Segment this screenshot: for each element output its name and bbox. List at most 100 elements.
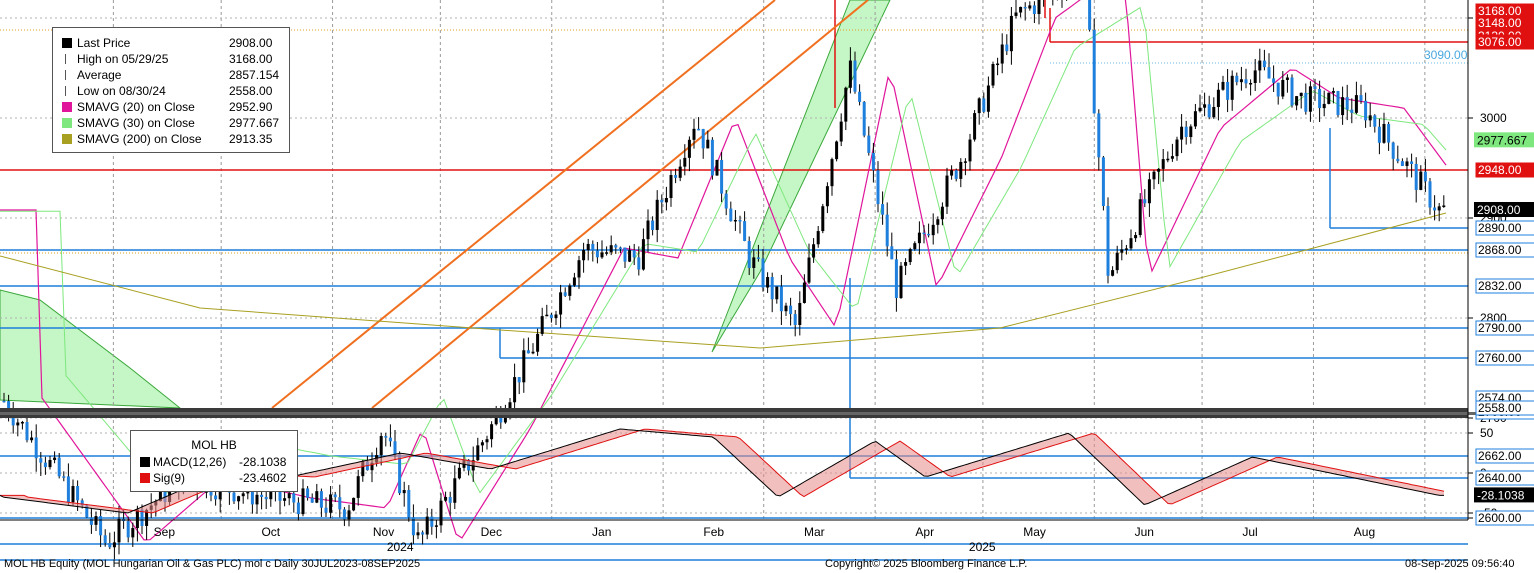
candle-body bbox=[411, 517, 415, 536]
candle-body bbox=[628, 250, 632, 262]
candle-body bbox=[531, 351, 535, 354]
candle-body bbox=[582, 250, 586, 261]
macd-value-label: -28.1038 bbox=[1477, 488, 1525, 502]
candle-body bbox=[214, 495, 218, 500]
candle-body bbox=[517, 377, 521, 383]
level-tag-label: 2640.00 bbox=[1478, 471, 1522, 485]
month-label: May bbox=[1023, 525, 1046, 539]
candle-body bbox=[1184, 126, 1188, 138]
current-price-label: 2908.00 bbox=[1477, 203, 1521, 217]
candle-body bbox=[490, 424, 494, 440]
time-axis: Sep Oct Nov Dec Jan Feb Mar Apr May Jun Jul Aug 2024… bbox=[0, 519, 1468, 554]
footer-right: 08-Sep-2025 09:56:40 bbox=[1405, 558, 1515, 570]
candle-body bbox=[1318, 89, 1322, 109]
level-tag-label: 2890.00 bbox=[1478, 221, 1522, 235]
candle-body bbox=[1166, 158, 1170, 161]
candle-body bbox=[1180, 126, 1184, 140]
candle-body bbox=[1290, 77, 1294, 106]
candle-body bbox=[1262, 60, 1266, 68]
candle-body bbox=[108, 542, 112, 548]
candle-body bbox=[986, 85, 990, 112]
candle-body bbox=[724, 193, 728, 209]
candle-body bbox=[784, 305, 788, 312]
candle-body bbox=[145, 509, 149, 526]
candle-body bbox=[1433, 207, 1437, 211]
candle-body bbox=[595, 250, 599, 258]
candle-body bbox=[568, 285, 572, 296]
legend-row: Last Price 2908.00 bbox=[53, 35, 289, 51]
candle-body bbox=[494, 412, 498, 425]
candle-body bbox=[444, 497, 448, 501]
candle-body bbox=[384, 436, 388, 438]
level-tag bbox=[1475, 350, 1534, 366]
candle-body bbox=[53, 457, 57, 460]
trend-line bbox=[371, 0, 869, 409]
candle-body bbox=[1009, 15, 1013, 52]
candle-body bbox=[513, 377, 517, 403]
candle-body bbox=[1134, 235, 1138, 239]
candle-body bbox=[71, 486, 75, 503]
legend-row: SMAVG (30) on Close 2977.667 bbox=[53, 115, 289, 131]
legend-row: SMAVG (20) on Close 2952.90 bbox=[53, 99, 289, 115]
sma30-tag bbox=[1474, 132, 1534, 148]
candle-body bbox=[927, 233, 931, 236]
legend-row: Low on 08/30/24 2558.00 bbox=[53, 83, 289, 99]
legend-swatch-icon bbox=[140, 473, 150, 483]
candle-body bbox=[885, 214, 889, 247]
month-label: Aug bbox=[1354, 525, 1375, 539]
candle-body bbox=[706, 139, 710, 149]
candle-body bbox=[1304, 92, 1308, 112]
candle-body bbox=[1226, 81, 1230, 100]
candle-body bbox=[848, 60, 852, 88]
candle-body bbox=[103, 535, 107, 543]
candle-body bbox=[1387, 123, 1391, 143]
candle-body bbox=[586, 243, 590, 251]
price-tick-label: 3000 bbox=[1480, 111, 1507, 125]
high-marker-icon bbox=[65, 54, 70, 64]
candle-body bbox=[931, 224, 935, 236]
month-label: Sep bbox=[154, 525, 176, 539]
legend-value: 2913.35 bbox=[229, 132, 273, 146]
month-label: Apr bbox=[915, 525, 934, 539]
candle-body bbox=[1221, 81, 1225, 90]
candle-body bbox=[1253, 70, 1257, 83]
candle-body bbox=[798, 302, 802, 325]
candle-body bbox=[287, 493, 291, 499]
candle-body bbox=[457, 467, 461, 479]
legend-label: MACD(12,26) bbox=[153, 455, 227, 469]
candle-body bbox=[402, 490, 406, 494]
candle-body bbox=[1405, 161, 1409, 166]
candle-body bbox=[683, 157, 687, 167]
year-label: 2025 bbox=[969, 540, 996, 554]
candle-body bbox=[1299, 92, 1303, 97]
level-tag-label: 2790.00 bbox=[1478, 321, 1522, 335]
candle-body bbox=[1000, 44, 1004, 64]
level-tag-label: 2832.00 bbox=[1478, 279, 1522, 293]
candle-body bbox=[430, 516, 434, 527]
candle-body bbox=[991, 63, 995, 86]
candle-body bbox=[1189, 126, 1193, 138]
candle-body bbox=[292, 493, 296, 503]
legend-label: SMAVG (200) on Close bbox=[77, 132, 202, 146]
candle-body bbox=[2, 400, 6, 403]
candles bbox=[2, 0, 1446, 560]
month-label: Feb bbox=[703, 525, 724, 539]
candle-body bbox=[655, 199, 659, 230]
candle-body bbox=[904, 262, 908, 266]
legend-value: 2977.667 bbox=[229, 116, 280, 130]
candle-body bbox=[480, 442, 484, 446]
candle-body bbox=[549, 314, 553, 319]
level-tag-label: 2868.00 bbox=[1478, 243, 1522, 257]
candle-body bbox=[871, 152, 875, 171]
month-label: Jan bbox=[592, 525, 611, 539]
candle-body bbox=[1097, 113, 1101, 158]
candle-body bbox=[710, 139, 714, 176]
candle-body bbox=[370, 462, 374, 471]
candle-body bbox=[752, 257, 756, 268]
candle-body bbox=[16, 422, 20, 426]
candle-body bbox=[577, 260, 581, 278]
candle-body bbox=[379, 436, 383, 456]
candle-body bbox=[1272, 78, 1276, 83]
candle-body bbox=[697, 128, 701, 131]
candle-body bbox=[862, 101, 866, 136]
